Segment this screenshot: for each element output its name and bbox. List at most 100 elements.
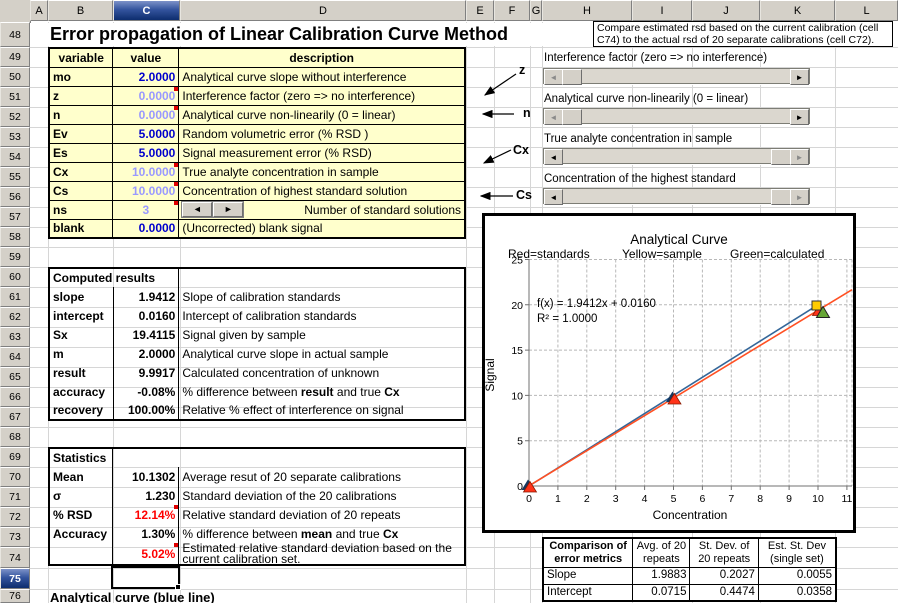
row-header-69[interactable]: 69	[0, 447, 30, 467]
scroll-thumb[interactable]	[562, 69, 582, 85]
metric-value[interactable]: 1.9883	[632, 566, 691, 585]
row-header-64[interactable]: 64	[0, 347, 30, 367]
scroll-right-arrow-icon[interactable]: ►	[790, 69, 809, 85]
statistics-title[interactable]: Statistics	[49, 448, 114, 467]
cell-description[interactable]: (Uncorrected) blank signal	[178, 218, 466, 239]
row-header-52[interactable]: 52	[0, 107, 30, 127]
row-header-72[interactable]: 72	[0, 507, 30, 527]
result-value[interactable]: 0.0160	[113, 306, 180, 325]
row-header-63[interactable]: 63	[0, 327, 30, 347]
stat-description[interactable]: Average resut of 20 separate calibration…	[182, 469, 401, 484]
metric-value[interactable]: 0.2027	[689, 566, 759, 585]
cell-description[interactable]: Interference factor (zero => no interfer…	[178, 85, 466, 106]
row-header-50[interactable]: 50	[0, 67, 30, 87]
result-value[interactable]: 1.9412	[113, 287, 180, 306]
row-header-75-selected[interactable]: 75	[0, 568, 30, 589]
column-header-d[interactable]: D	[180, 0, 466, 21]
row-header-54[interactable]: 54	[0, 147, 30, 167]
stat-value[interactable]: 5.02%	[112, 543, 180, 565]
cell-variable[interactable]: ns	[48, 199, 114, 220]
row-header-67[interactable]: 67	[0, 407, 30, 427]
cell-value[interactable]: 10.0000	[112, 180, 180, 201]
result-description[interactable]: Relative % effect of interference on sig…	[182, 403, 404, 417]
scroll-left-arrow-icon[interactable]: ◄	[544, 149, 563, 165]
scrollbar-z[interactable]: ◄ ►	[543, 68, 810, 85]
stat-value[interactable]: 1.230	[112, 486, 180, 505]
scroll-thumb[interactable]	[562, 109, 582, 125]
row-header-71[interactable]: 71	[0, 487, 30, 507]
cell-variable[interactable]: Cx	[48, 161, 114, 182]
selected-cell-c75[interactable]	[111, 566, 181, 590]
scroll-right-arrow-icon[interactable]: ►	[790, 189, 809, 205]
result-description[interactable]: Calculated concentration of unknown	[182, 365, 380, 380]
metric-label[interactable]: Intercept	[542, 583, 634, 602]
row-header-55[interactable]: 55	[0, 167, 30, 187]
column-header-h[interactable]: H	[542, 0, 632, 21]
cell-value[interactable]: 10.0000	[112, 161, 180, 182]
cell-description[interactable]: Analytical curve slope without interfere…	[178, 66, 466, 87]
cell-variable[interactable]: blank	[48, 218, 114, 239]
cell-value[interactable]: 3	[112, 199, 180, 220]
stat-label[interactable]: Accuracy	[49, 524, 114, 543]
scroll-thumb[interactable]	[771, 149, 791, 165]
stat-value[interactable]: 12.14%	[112, 505, 180, 524]
cell-variable[interactable]: Ev	[48, 123, 114, 144]
row-header-56[interactable]: 56	[0, 187, 30, 207]
cell-variable[interactable]: n	[48, 104, 114, 125]
result-label[interactable]: intercept	[49, 306, 115, 325]
row-header-70[interactable]: 70	[0, 467, 30, 487]
row-header-61[interactable]: 61	[0, 287, 30, 307]
column-header-l[interactable]: L	[835, 0, 898, 21]
empty-cell[interactable]	[179, 448, 465, 467]
result-description[interactable]: % difference between result and true Cx	[182, 384, 400, 399]
row-header-51[interactable]: 51	[0, 87, 30, 107]
row-header-49[interactable]: 49	[0, 47, 30, 67]
computed-title[interactable]: Computed results	[49, 268, 180, 287]
cell-description[interactable]: Random volumetric error (% RSD )	[178, 123, 466, 144]
row-header-60[interactable]: 60	[0, 267, 30, 287]
cell-value[interactable]: 0.0000	[112, 85, 180, 106]
row-header-66[interactable]: 66	[0, 387, 30, 407]
row-header-59[interactable]: 59	[0, 247, 30, 267]
stat-label[interactable]: Mean	[49, 467, 114, 486]
result-label[interactable]: accuracy	[49, 382, 115, 401]
metric-value[interactable]: 0.0358	[757, 583, 837, 602]
scroll-left-arrow-icon[interactable]: ◄	[544, 69, 563, 85]
result-value[interactable]: 100.00%	[113, 401, 180, 420]
result-value[interactable]: 19.4115	[113, 325, 180, 344]
row-header-58[interactable]: 58	[0, 227, 30, 247]
scroll-right-arrow-icon[interactable]: ►	[790, 109, 809, 125]
column-header-e[interactable]: E	[466, 0, 494, 21]
column-header-f[interactable]: F	[494, 0, 530, 21]
scroll-thumb[interactable]	[771, 189, 791, 205]
comparison-header[interactable]: St. Dev. of 20 repeats	[689, 537, 759, 568]
spinner-increment-button[interactable]: ►	[212, 201, 245, 218]
cell-value[interactable]: 0.0000	[112, 104, 180, 125]
metric-value[interactable]: 0.0055	[757, 566, 837, 585]
result-description[interactable]: Slope of calibration standards	[182, 289, 341, 304]
column-header-a[interactable]: A	[30, 0, 48, 21]
result-description[interactable]: Analytical curve slope in actual sample	[182, 346, 389, 361]
column-header-c-selected[interactable]: C	[113, 0, 180, 21]
row-header-73[interactable]: 73	[0, 527, 30, 547]
metric-value[interactable]: 0.4474	[689, 583, 759, 602]
result-label[interactable]: recovery	[49, 401, 115, 420]
stat-description[interactable]: Estimated relative standard deviation ba…	[182, 543, 452, 565]
stat-value[interactable]: 10.1302	[112, 467, 180, 486]
row-header-74[interactable]: 74	[0, 547, 30, 568]
row-header-68[interactable]: 68	[0, 427, 30, 447]
column-header-g[interactable]: G	[530, 0, 542, 21]
result-value[interactable]: 2.0000	[113, 344, 180, 363]
metric-label[interactable]: Slope	[542, 566, 634, 585]
result-label[interactable]: Sx	[49, 325, 115, 344]
result-label[interactable]: m	[49, 344, 115, 363]
row-header-65[interactable]: 65	[0, 367, 30, 387]
result-value[interactable]: -0.08%	[113, 382, 180, 401]
select-all-corner[interactable]	[0, 0, 31, 23]
cell-description[interactable]: Analytical curve non-linearily (0 = line…	[178, 104, 466, 125]
empty-cell[interactable]	[113, 448, 179, 467]
cell-value[interactable]: 5.0000	[112, 123, 180, 144]
result-label[interactable]: result	[49, 363, 115, 382]
scrollbar-cs[interactable]: ◄ ►	[543, 188, 810, 205]
scroll-left-arrow-icon[interactable]: ◄	[544, 109, 563, 125]
